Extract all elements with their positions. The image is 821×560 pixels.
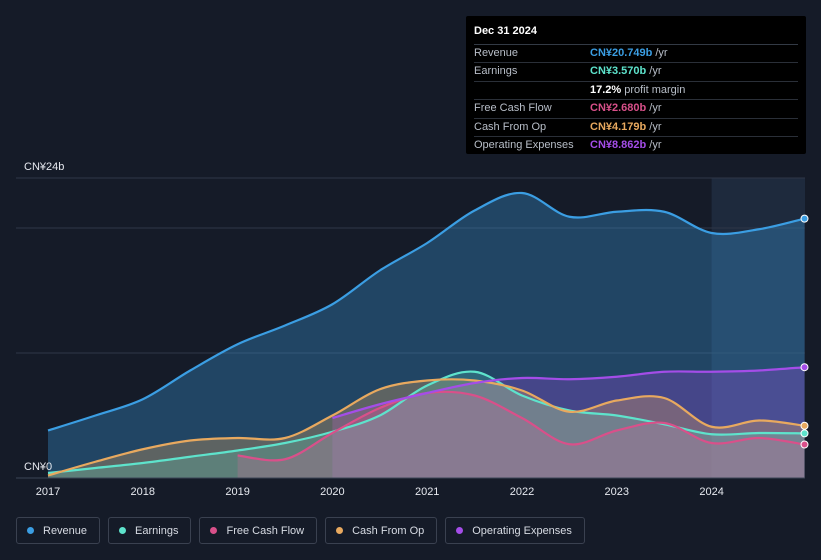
tooltip: Dec 31 2024 Revenue CN¥20.749b /yr Earni… — [466, 16, 806, 154]
x-tick-label: 2017 — [36, 486, 60, 498]
line-revenue — [47, 191, 805, 432]
x-tick-label: 2024 — [699, 486, 723, 498]
area-free-cash-flow — [237, 391, 805, 478]
legend-label: Operating Expenses — [472, 524, 572, 537]
legend-dot-icon — [119, 527, 127, 534]
tooltip-value: 17.2% — [590, 83, 622, 96]
tooltip-row-profit-margin: 17.2% profit margin — [474, 82, 798, 101]
legend-dot-icon — [336, 527, 344, 534]
legend-label: Free Cash Flow — [226, 524, 305, 537]
endpoint-operating-expenses — [800, 363, 809, 372]
x-tick-label: 2022 — [510, 486, 534, 498]
series-endpoints — [800, 214, 809, 449]
legend-item-operating-expenses[interactable]: Operating Expenses — [445, 517, 585, 544]
legend-label: Earnings — [135, 524, 179, 537]
tooltip-value: CN¥2.680b — [590, 102, 647, 115]
endpoint-earnings — [800, 429, 809, 438]
tooltip-unit: profit margin — [624, 83, 686, 96]
tooltip-row-cash-from-op: Cash From Op CN¥4.179b /yr — [474, 119, 798, 137]
tooltip-date: Dec 31 2024 — [474, 24, 798, 45]
endpoint-revenue — [800, 214, 809, 223]
y-axis-label-bottom: CN¥0 — [24, 461, 52, 473]
tooltip-unit: /yr — [649, 120, 662, 133]
tooltip-unit: /yr — [649, 102, 662, 115]
area-cash-from-op — [48, 379, 805, 478]
gridlines — [16, 177, 805, 354]
legend: Revenue Earnings Free Cash Flow Cash Fro… — [16, 517, 585, 544]
y-axis-label-top: CN¥24b — [24, 161, 64, 173]
line-free-cash-flow — [237, 390, 805, 462]
tooltip-value: CN¥4.179b — [590, 120, 647, 133]
x-axis-ticks: 2017 2018 2019 2020 2021 2022 2023 2024 — [36, 486, 724, 498]
legend-item-earnings[interactable]: Earnings — [108, 517, 192, 544]
tooltip-value: CN¥3.570b — [590, 65, 647, 78]
tooltip-value: CN¥8.862b — [590, 138, 647, 151]
tooltip-row-free-cash-flow: Free Cash Flow CN¥2.680b /yr — [474, 100, 798, 119]
endpoint-cash-from-op — [800, 421, 809, 430]
legend-dot-icon — [456, 527, 464, 534]
legend-item-cash-from-op[interactable]: Cash From Op — [325, 517, 438, 544]
tooltip-unit: /yr — [649, 138, 662, 151]
legend-dot-icon — [27, 527, 34, 534]
legend-label: Revenue — [43, 524, 88, 537]
x-tick-label: 2020 — [320, 486, 344, 498]
legend-dot-icon — [210, 527, 218, 534]
tooltip-row-operating-expenses: Operating Expenses CN¥8.862b /yr — [474, 137, 798, 154]
legend-item-free-cash-flow[interactable]: Free Cash Flow — [199, 517, 318, 544]
legend-item-revenue[interactable]: Revenue — [16, 517, 101, 544]
tooltip-value: CN¥20.749b — [590, 47, 653, 59]
legend-label: Cash From Op — [352, 524, 425, 537]
tooltip-label: Operating Expenses — [474, 138, 574, 151]
tooltip-unit: /yr — [655, 47, 668, 59]
tooltip-label: Cash From Op — [474, 120, 547, 133]
tooltip-unit: /yr — [649, 65, 662, 78]
x-tick-label: 2019 — [225, 486, 249, 498]
area-operating-expenses — [332, 367, 805, 478]
line-cash-from-op — [47, 378, 805, 477]
tooltip-label: Revenue — [474, 47, 519, 59]
series-lines — [47, 191, 805, 477]
line-operating-expenses — [332, 366, 805, 420]
endpoint-free-cash-flow — [800, 440, 809, 449]
x-tick-label: 2023 — [605, 486, 629, 498]
tooltip-label: Earnings — [474, 65, 518, 78]
tooltip-row-revenue: Revenue CN¥20.749b /yr — [474, 45, 798, 64]
tooltip-label: Free Cash Flow — [474, 102, 552, 115]
area-revenue — [48, 192, 805, 478]
tooltip-row-earnings: Earnings CN¥3.570b /yr — [474, 63, 798, 82]
series-areas — [48, 192, 805, 478]
tooltip-label — [474, 82, 590, 99]
x-tick-label: 2018 — [131, 486, 155, 498]
x-tick-label: 2021 — [415, 486, 439, 498]
